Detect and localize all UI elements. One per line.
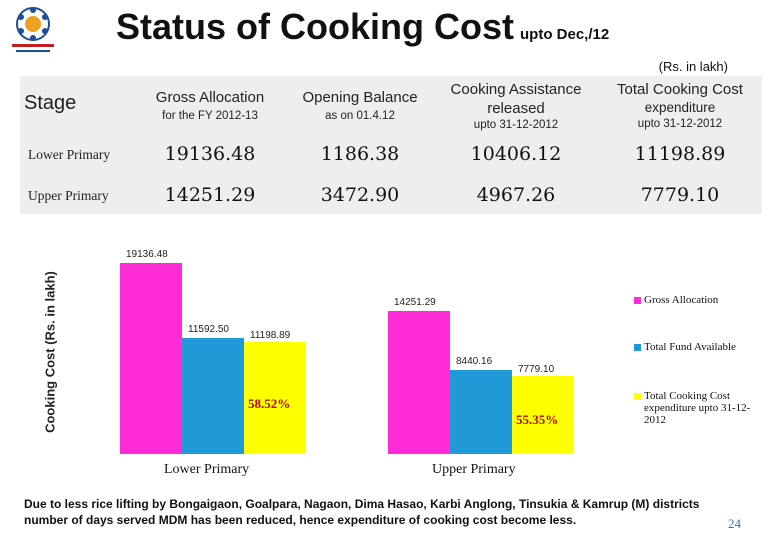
cell-up-opening: 3472.90: [320, 184, 400, 206]
col-released-label: Cooking Assistance released: [450, 81, 582, 117]
x-tick-label-lower-primary: Lower Primary: [164, 462, 250, 477]
cell-up-gross: 14251.29: [164, 184, 256, 206]
col-opening-sublabel: as on 01.4.12: [325, 110, 395, 122]
cell-up-released: 4967.26: [476, 184, 556, 206]
col-expenditure-label: Total Cooking Cost: [617, 81, 743, 98]
slide-title: Status of Cooking Cost upto Dec,/12: [116, 6, 609, 48]
legend-swatch-1: [634, 344, 641, 351]
col-gross-label: Gross Allocation: [155, 89, 265, 106]
bar-upper-primary-gross-allocation: [388, 311, 450, 454]
bar-upper-primary-total-fund-available: [450, 369, 512, 454]
stage-header: Stage: [24, 92, 77, 114]
legend-label-0: Gross Allocation: [644, 294, 719, 306]
title-main: Status of Cooking Cost: [116, 6, 514, 47]
unit-note: (Rs. in lakh): [658, 59, 728, 74]
bar-lower-primary-gross-allocation: [120, 262, 182, 454]
data-label-lower-primary-1: 11592.50: [188, 324, 229, 336]
page-number: 24: [728, 516, 741, 531]
row-upper-primary-label: Upper Primary: [28, 188, 109, 203]
legend-label-1: Total Fund Available: [644, 341, 736, 353]
cell-lp-released: 10406.12: [470, 143, 562, 165]
bar-upper-primary-total-cooking-cost-e: [512, 376, 574, 454]
legend-swatch-2: [634, 393, 641, 400]
title-suffix: upto Dec,/12: [520, 26, 610, 43]
data-label-upper-primary-2: 7779.10: [518, 364, 555, 376]
data-label-lower-primary-2: 11198.89: [250, 330, 291, 341]
row-lower-primary-label: Lower Primary: [28, 147, 111, 162]
footer-note: Due to less rice lifting by Bongaigaon, …: [24, 497, 700, 527]
bar-lower-primary-total-cooking-cost-e: [244, 342, 306, 454]
legend-swatch-0: [634, 297, 641, 304]
annotation-lower-primary: 58.52%: [248, 396, 291, 411]
data-label-lower-primary-0: 19136.48: [126, 248, 168, 260]
x-tick-label-upper-primary: Upper Primary: [432, 462, 516, 477]
cell-lp-opening: 1186.38: [320, 143, 400, 165]
cell-up-expenditure: 7779.10: [640, 184, 720, 206]
cell-lp-expenditure: 11198.89: [634, 143, 726, 165]
annotation-upper-primary: 55.35%: [516, 412, 559, 427]
data-label-upper-primary-1: 8440.16: [456, 355, 493, 367]
data-label-upper-primary-0: 14251.29: [394, 297, 436, 309]
legend-label-2: Total Cooking Cost expenditure upto 31-1…: [644, 390, 751, 426]
summary-table: [20, 76, 762, 214]
cell-lp-gross: 19136.48: [164, 143, 256, 165]
col-expenditure-label2: expenditure: [644, 100, 716, 115]
col-opening-label: Opening Balance: [302, 89, 418, 106]
col-released-sublabel: upto 31-12-2012: [473, 119, 559, 131]
col-gross-sublabel: for the FY 2012-13: [162, 110, 258, 122]
bar-lower-primary-total-fund-available: [182, 338, 244, 454]
col-expenditure-sublabel: upto 31-12-2012: [637, 118, 723, 130]
mdm-logo-icon: [6, 4, 60, 58]
